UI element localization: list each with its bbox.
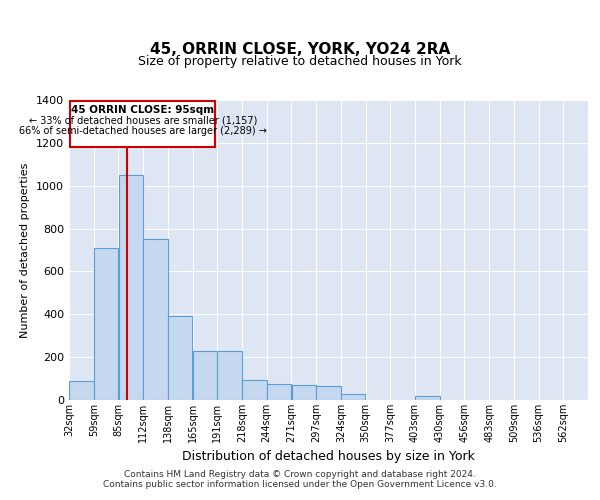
Y-axis label: Number of detached properties: Number of detached properties [20, 162, 31, 338]
Bar [217, 350, 242, 400]
Text: 45 ORRIN CLOSE: 95sqm: 45 ORRIN CLOSE: 95sqm [71, 105, 214, 115]
Text: Contains HM Land Registry data © Crown copyright and database right 2024.: Contains HM Land Registry data © Crown c… [124, 470, 476, 479]
Bar [415, 396, 440, 400]
Bar [242, 380, 266, 400]
X-axis label: Distribution of detached houses by size in York: Distribution of detached houses by size … [182, 450, 475, 464]
Bar [292, 385, 316, 400]
Bar [267, 384, 291, 400]
Text: ← 33% of detached houses are smaller (1,157): ← 33% of detached houses are smaller (1,… [29, 116, 257, 126]
Text: Contains public sector information licensed under the Open Government Licence v3: Contains public sector information licen… [103, 480, 497, 489]
Bar [316, 386, 341, 400]
Bar [69, 380, 94, 400]
Bar [119, 175, 143, 400]
Bar [341, 394, 365, 400]
Bar [143, 240, 168, 400]
Bar [94, 248, 118, 400]
Text: 45, ORRIN CLOSE, YORK, YO24 2RA: 45, ORRIN CLOSE, YORK, YO24 2RA [150, 42, 450, 58]
Text: Size of property relative to detached houses in York: Size of property relative to detached ho… [138, 56, 462, 68]
FancyBboxPatch shape [70, 101, 215, 147]
Bar [193, 350, 217, 400]
Text: 66% of semi-detached houses are larger (2,289) →: 66% of semi-detached houses are larger (… [19, 126, 267, 136]
Bar [168, 316, 193, 400]
